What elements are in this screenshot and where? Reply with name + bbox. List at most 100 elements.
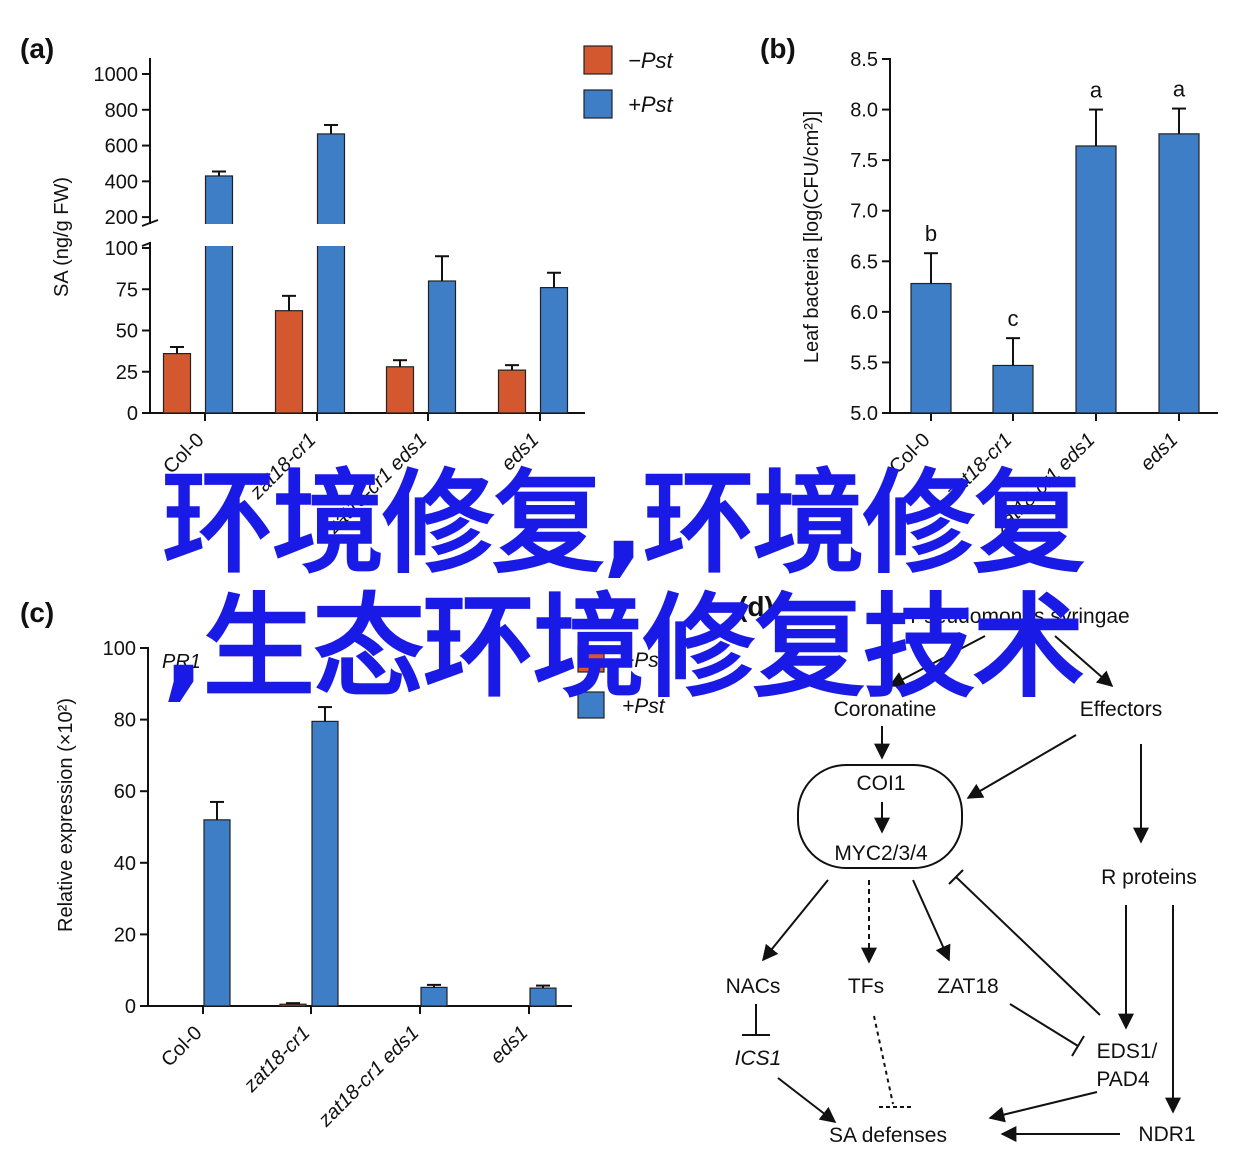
coi1-complex-box <box>797 764 963 869</box>
ytick-label: 20 <box>114 924 136 946</box>
bar-b-2 <box>1075 145 1117 414</box>
xtick-label-2: zat18-cr1 eds1 <box>322 429 432 539</box>
panel-a-axes: 0 25 50 75 100 200 400 600 800 1000 <box>94 58 585 425</box>
xtick-label-1: zat18-cr1 <box>245 429 320 504</box>
panel-c-legend: −Pst +Pst <box>577 645 666 719</box>
xtick-label-2: zat18-cr1 eds1 <box>314 1022 424 1132</box>
significance-letter-3: a <box>1173 77 1186 102</box>
legend-c-swatch-0 <box>577 645 605 673</box>
ytick-label: 400 <box>105 171 138 193</box>
edge-pst-effectors <box>1054 635 1114 688</box>
edge-effectors-coi1 <box>966 734 1077 799</box>
panel-c-ylabel: Relative expression (×10²) <box>55 698 77 932</box>
xtick-label-0: Col-0 <box>159 429 208 478</box>
edge-tfs-sa <box>873 1015 894 1105</box>
edge-eds1-inhibits-myc-bar <box>948 869 964 885</box>
panel-a-xlabels: Col-0 zat18-cr1 zat18-cr1 eds1 eds1 <box>159 429 543 539</box>
panel-b-ylabel: Leaf bacteria [log(CFU/cm²)] <box>801 111 823 363</box>
ytick-label: 5.0 <box>850 403 878 425</box>
xtick-label-1: zat18-cr1 <box>239 1022 314 1097</box>
legend-swatch-0 <box>583 45 613 75</box>
xtick-label-3: eds1 <box>1136 429 1182 475</box>
panel-c-xlabels: Col-0 zat18-cr1 zat18-cr1 eds1 eds1 <box>157 1022 532 1132</box>
legend-label-0: −Pst <box>628 48 674 73</box>
panel-d-label: (d) <box>738 591 774 622</box>
edge-pst-coronatine <box>888 635 986 687</box>
ytick-label: 80 <box>114 710 136 732</box>
bar-a-minus-1 <box>274 310 304 414</box>
bar-a-minus-3 <box>497 369 527 414</box>
ytick-label: 5.5 <box>850 352 878 374</box>
bar-b-3 <box>1158 133 1200 414</box>
ytick-label: 800 <box>105 100 138 122</box>
node-ics1: ICS1 <box>735 1047 782 1070</box>
panel-b-bars: b c a a <box>910 77 1200 414</box>
legend-c-label-0: −Pst <box>622 649 666 672</box>
ytick-label: 60 <box>114 781 136 803</box>
node-r-proteins: R proteins <box>1101 866 1197 889</box>
panel-a-chart: (a) SA (ng/g FW) 0 25 50 75 100 200 400 600 800 1… <box>20 33 674 539</box>
panel-a-legend: −Pst +Pst <box>583 45 674 119</box>
legend-c-swatch-1 <box>577 691 605 719</box>
significance-letter-0: b <box>925 221 937 246</box>
panel-a-label: (a) <box>20 33 54 64</box>
panel-c-chart: (c) PR1 Relative expression (×10²) 0 20 40… <box>20 597 666 1132</box>
node-nacs: NACs <box>726 975 781 998</box>
ytick-label: 600 <box>105 136 138 158</box>
xtick-label-3: eds1 <box>486 1022 532 1068</box>
bar-a-minus-0 <box>162 353 192 414</box>
bar-c-minus-1 <box>279 1003 307 1007</box>
ytick-label: 75 <box>116 279 138 301</box>
panel-c-title: PR1 <box>162 651 201 673</box>
edge-zat18-inhibits-eds1-bar <box>1071 1035 1085 1057</box>
node-tfs: TFs <box>848 975 884 998</box>
edge-myc-zat18 <box>912 879 951 962</box>
ytick-label: 1000 <box>94 64 139 86</box>
panel-d-diagram: (d) Pseudomonas syringae Coronatine Effe… <box>726 591 1197 1147</box>
bar-c-plus-1 <box>311 720 339 1007</box>
panel-a-ylabel: SA (ng/g FW) <box>51 177 73 297</box>
xtick-label-3: eds1 <box>497 429 543 475</box>
ytick-label: 7.5 <box>850 150 878 172</box>
edge-eds1-inhibits-myc <box>955 876 1101 1016</box>
edge-ics1-sa <box>777 1077 837 1123</box>
node-pad4: PAD4 <box>1096 1068 1150 1091</box>
panel-c-bars <box>203 706 557 1007</box>
ytick-label: 25 <box>116 362 138 384</box>
legend-label-1: +Pst <box>628 92 674 117</box>
ytick-label: 8.0 <box>850 100 878 122</box>
node-effectors: Effectors <box>1080 698 1162 721</box>
bar-c-plus-2 <box>420 986 448 1007</box>
legend-c-label-1: +Pst <box>622 695 666 718</box>
panel-a-break-gap <box>151 224 586 246</box>
xtick-label-0: Col-0 <box>157 1022 206 1071</box>
ytick-label: 0 <box>125 996 136 1018</box>
ytick-label: 7.0 <box>850 201 878 223</box>
ytick-label: 200 <box>105 207 138 229</box>
node-pseudomonas: Pseudomonas syringae <box>910 605 1129 628</box>
ytick-label: 50 <box>116 321 138 343</box>
edge-myc-nacs <box>761 879 829 962</box>
bar-b-1 <box>992 364 1034 414</box>
bar-a-plus-1 <box>316 133 346 414</box>
edge-zat18-inhibits-eds1 <box>1009 1003 1079 1047</box>
bar-c-plus-0 <box>203 819 231 1007</box>
panel-b-chart: (b) Leaf bacteria [log(CFU/cm²)] 5.0 5.5 6… <box>760 33 1218 539</box>
ytick-label: 8.5 <box>850 49 878 71</box>
panel-a-bars <box>151 123 586 414</box>
node-coi1: COI1 <box>856 772 905 795</box>
bar-b-0 <box>910 282 952 414</box>
node-coronatine: Coronatine <box>834 698 937 721</box>
node-sa-defenses: SA defenses <box>829 1124 947 1147</box>
panel-c-label: (c) <box>20 597 54 628</box>
ytick-label: 40 <box>114 853 136 875</box>
panel-b-label: (b) <box>760 33 796 64</box>
node-myc: MYC2/3/4 <box>834 842 928 865</box>
legend-swatch-1 <box>583 89 613 119</box>
panel-a-break-mark-1 <box>141 219 159 227</box>
bar-a-plus-0 <box>204 175 234 414</box>
bar-c-plus-3 <box>529 987 557 1007</box>
xtick-label-0: Col-0 <box>885 429 934 478</box>
